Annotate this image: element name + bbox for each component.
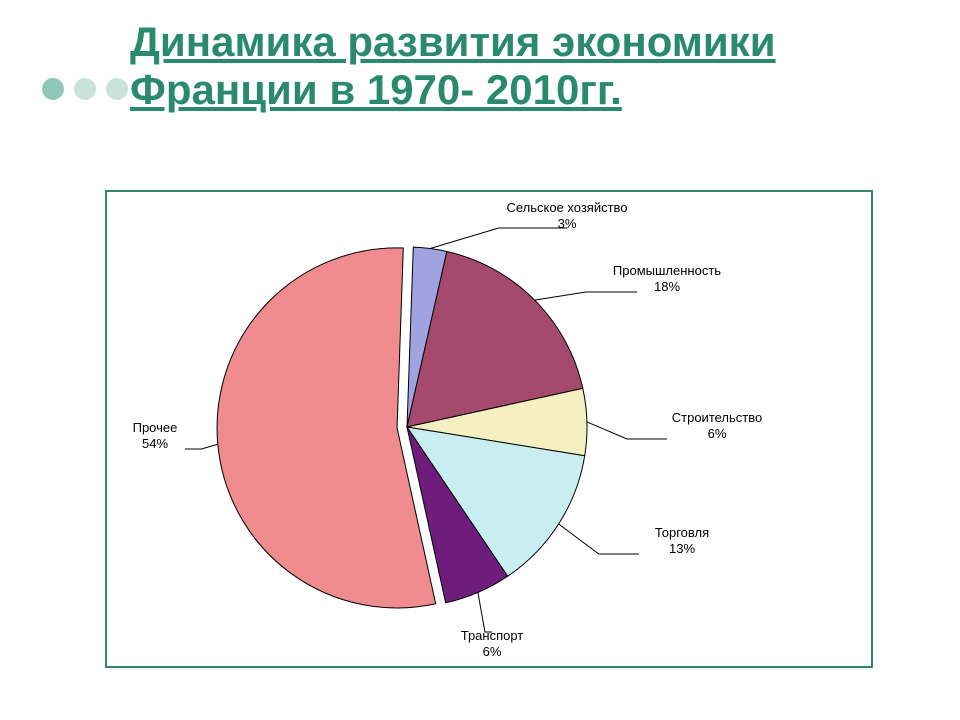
slice-label: Строительство [672, 410, 762, 425]
page-title: Динамика развития экономики Франции в 19… [130, 18, 890, 115]
leader-line [535, 292, 637, 300]
leader-line [587, 422, 667, 439]
slice-label: Торговля [655, 525, 709, 540]
title-bullets [42, 78, 128, 100]
slice-label: Прочее [133, 420, 178, 435]
leader-line [559, 524, 639, 554]
slice-label: Сельское хозяйство [506, 200, 627, 215]
slice-percent: 6% [483, 644, 502, 659]
slice-label: Промышленность [613, 263, 721, 278]
pie-slice [217, 248, 436, 608]
slice-label: Транспорт [461, 628, 524, 643]
pie-chart-container: Сельское хозяйство3% Промышленность18% Стр… [105, 190, 873, 668]
bullet-3 [106, 78, 128, 100]
bullet-1 [42, 78, 64, 100]
slice-percent: 6% [708, 426, 727, 441]
slice-percent: 18% [654, 279, 680, 294]
slice-percent: 13% [669, 541, 695, 556]
bullet-2 [74, 78, 96, 100]
leader-line [185, 444, 218, 449]
leader-line [430, 228, 567, 248]
leader-line [478, 592, 492, 632]
slice-percent: 54% [142, 436, 168, 451]
pie-chart: Сельское хозяйство3% Промышленность18% Стр… [107, 192, 871, 666]
slice-percent: 3% [558, 216, 577, 231]
